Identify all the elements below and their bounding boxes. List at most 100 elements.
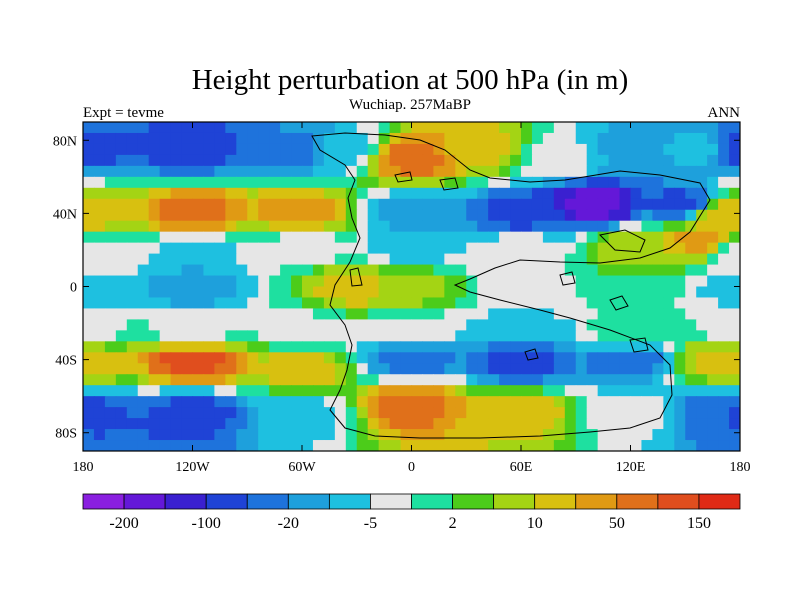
field-cell <box>148 319 161 331</box>
field-cell <box>510 154 522 167</box>
field-cell <box>269 198 281 211</box>
field-cell <box>400 198 413 211</box>
field-cell <box>510 374 522 386</box>
field-cell <box>652 297 664 310</box>
field-cell <box>674 297 686 310</box>
field-cell <box>542 275 555 288</box>
field-cell <box>641 154 653 167</box>
field-cell <box>400 187 413 200</box>
field-cell <box>685 440 697 451</box>
field-cell <box>181 198 194 211</box>
field-cell <box>280 176 292 189</box>
field-cell <box>531 154 544 167</box>
field-cell <box>729 330 740 342</box>
field-cell <box>521 418 533 430</box>
field-cell <box>455 352 467 364</box>
field-cell <box>488 407 500 419</box>
field-cell <box>389 253 402 266</box>
field-cell <box>225 352 237 364</box>
field-cell <box>269 187 281 200</box>
field-cell <box>159 352 172 364</box>
field-cell <box>553 330 566 342</box>
field-cell <box>181 242 194 255</box>
field-cell <box>488 275 500 288</box>
field-cell <box>608 286 621 299</box>
field-cell <box>718 220 730 233</box>
field-cell <box>564 143 577 156</box>
field-cell <box>586 198 599 211</box>
field-cell <box>115 264 128 277</box>
field-cell <box>553 231 566 244</box>
field-cell <box>663 341 675 353</box>
field-cell <box>93 363 106 375</box>
field-cell <box>663 330 675 342</box>
field-cell <box>126 374 139 386</box>
field-cell <box>663 231 675 244</box>
field-cell <box>586 418 599 430</box>
field-cell <box>422 385 434 397</box>
field-cell <box>685 341 697 353</box>
field-cell <box>203 264 215 277</box>
height-field <box>83 122 740 451</box>
field-cell <box>345 154 358 167</box>
field-cell <box>531 363 544 375</box>
field-cell <box>378 242 391 255</box>
field-cell <box>488 418 500 430</box>
field-cell <box>466 341 478 353</box>
field-cell <box>597 187 610 200</box>
field-cell <box>104 330 117 342</box>
field-cell <box>389 176 402 189</box>
field-cell <box>83 198 95 211</box>
field-cell <box>411 363 424 375</box>
field-cell <box>378 385 391 397</box>
field-cell <box>433 187 445 200</box>
field-cell <box>575 253 588 266</box>
field-cell <box>181 308 194 320</box>
field-cell <box>367 253 380 266</box>
field-cell <box>83 187 95 200</box>
field-cell <box>652 209 664 222</box>
field-cell <box>378 374 391 386</box>
field-cell <box>389 165 402 178</box>
field-cell <box>586 363 599 375</box>
field-cell <box>411 165 424 178</box>
field-cell <box>367 418 380 430</box>
field-cell <box>148 220 161 233</box>
field-cell <box>663 429 675 441</box>
field-cell <box>641 385 653 397</box>
field-cell <box>630 418 643 430</box>
field-cell <box>269 308 281 320</box>
field-cell <box>488 264 500 277</box>
field-cell <box>83 352 95 364</box>
field-cell <box>203 187 215 200</box>
field-cell <box>521 132 533 145</box>
field-cell <box>652 330 664 342</box>
field-cell <box>93 374 106 386</box>
field-cell <box>542 154 555 167</box>
field-cell <box>323 374 336 386</box>
field-cell <box>323 363 336 375</box>
field-cell <box>247 308 259 320</box>
field-cell <box>521 231 533 244</box>
field-cell <box>707 143 719 156</box>
field-cell <box>531 275 544 288</box>
field-cell <box>181 209 194 222</box>
field-cell <box>630 231 643 244</box>
field-cell <box>181 264 194 277</box>
field-cell <box>521 319 533 331</box>
field-cell <box>685 143 697 156</box>
field-cell <box>214 363 226 375</box>
field-cell <box>236 253 248 266</box>
colorbar-label: -5 <box>364 515 377 532</box>
field-cell <box>137 198 150 211</box>
field-cell <box>236 209 248 222</box>
field-cell <box>575 176 588 189</box>
field-cell <box>159 440 172 451</box>
field-cell <box>104 220 117 233</box>
field-cell <box>521 440 533 451</box>
field-cell <box>181 297 194 310</box>
field-cell <box>280 220 292 233</box>
field-cell <box>630 374 643 386</box>
y-tick-label: 40S <box>55 354 77 369</box>
field-cell <box>269 209 281 222</box>
